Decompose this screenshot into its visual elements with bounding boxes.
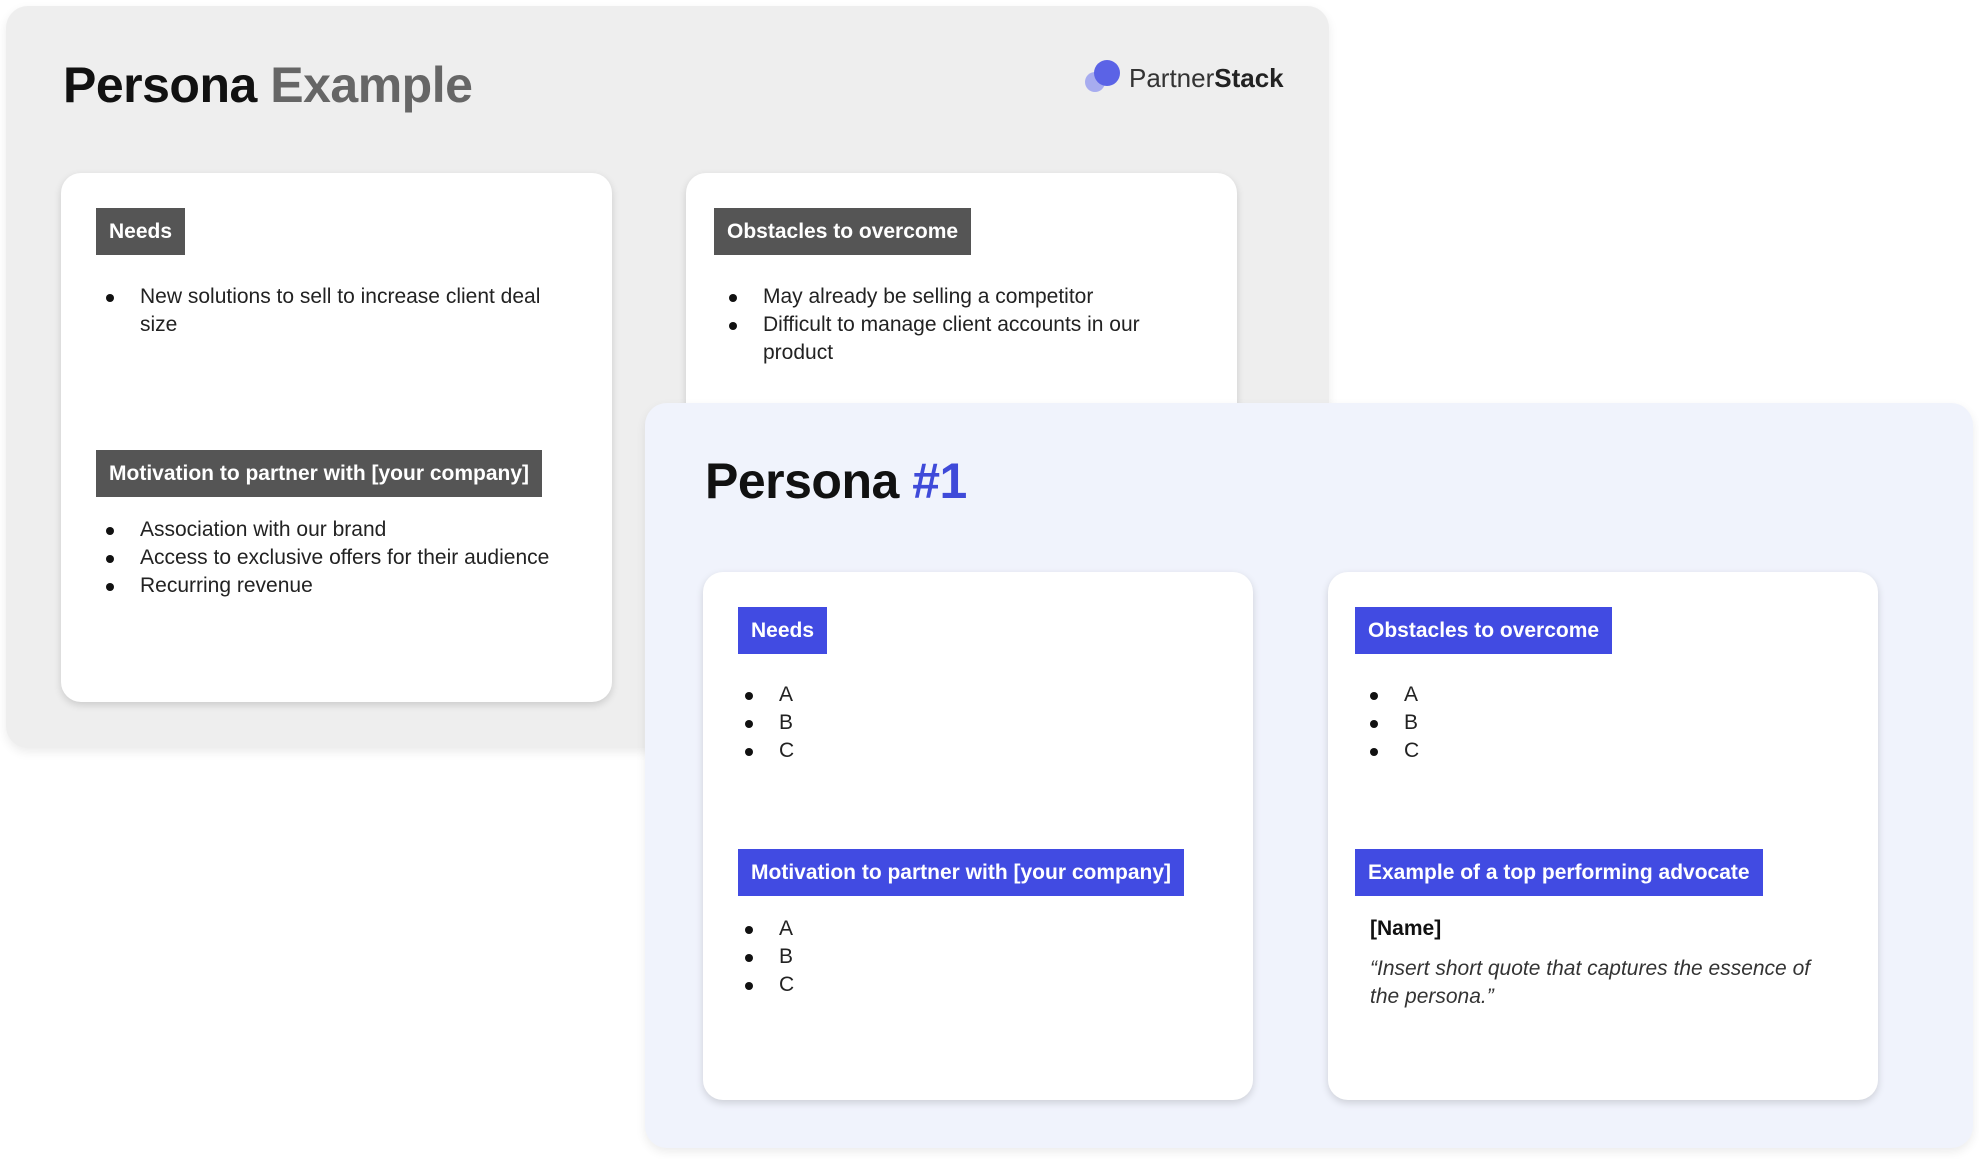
persona-1-needs-card: Needs A B C Motivation to partner with [… [703,572,1253,1100]
list-item: C [742,971,794,999]
motivation-label: Motivation to partner with [your company… [738,849,1185,896]
example-obstacles-card: Obstacles to overcome May already be sel… [686,173,1237,573]
obstacles-list: May already be selling a competitor Diff… [726,283,1186,367]
needs-label: Needs [96,208,186,255]
obstacles-label: Obstacles to overcome [714,208,972,255]
list-item: Difficult to manage client accounts in o… [726,311,1186,367]
list-item: May already be selling a competitor [726,283,1186,311]
list-item: Association with our brand [103,516,603,544]
advocate-quote: “Insert short quote that captures the es… [1370,957,1811,1008]
list-item: B [742,709,794,737]
list-item: C [1367,737,1419,765]
motivation-list: Association with our brand Access to exc… [103,516,603,600]
list-item: Recurring revenue [103,572,603,600]
needs-list: New solutions to sell to increase client… [103,283,563,339]
needs-list: A B C [742,681,794,765]
advocate-label: Example of a top performing advocate [1355,849,1763,896]
list-item: Access to exclusive offers for their aud… [103,544,603,572]
list-item: B [1367,709,1419,737]
list-item: B [742,943,794,971]
list-item: A [1367,681,1419,709]
obstacles-label: Obstacles to overcome [1355,607,1613,654]
list-item: C [742,737,794,765]
obstacles-list: A B C [1367,681,1419,765]
persona-1-title: Persona #1 [705,453,967,509]
partnerstack-logo: PartnerStack [1085,58,1284,98]
needs-label: Needs [738,607,828,654]
list-item: New solutions to sell to increase client… [103,283,563,339]
list-item: A [742,915,794,943]
persona-1-obstacles-card: Obstacles to overcome A B C Example of a… [1328,572,1878,1100]
motivation-label: Motivation to partner with [your company… [96,450,543,497]
advocate-name: [Name] [1370,917,1442,940]
example-needs-card: Needs New solutions to sell to increase … [61,173,612,702]
motivation-list: A B C [742,915,794,999]
example-title: Persona Example [63,57,473,113]
list-item: A [742,681,794,709]
partnerstack-logo-icon [1085,60,1121,96]
